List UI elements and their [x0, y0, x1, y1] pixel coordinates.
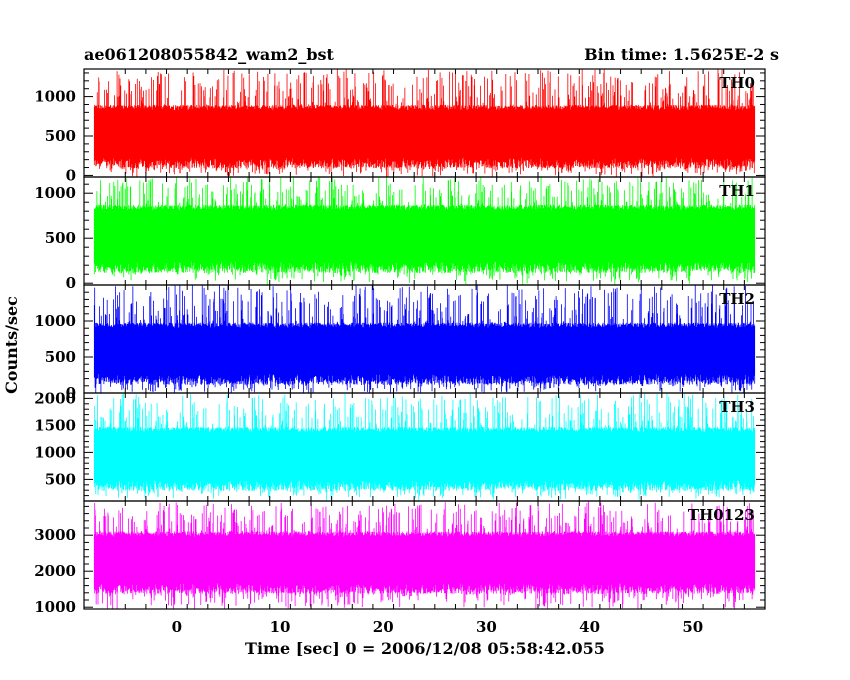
- y-tick-label: 1000: [34, 312, 76, 330]
- panel-label-th1: TH1: [719, 182, 755, 200]
- panel-label-th0: TH0: [719, 74, 755, 92]
- y-tick-label: 500: [45, 229, 76, 247]
- x-tick-label: 50: [682, 618, 703, 636]
- y-tick-label: 2000: [34, 562, 76, 580]
- x-axis-title: Time [sec] 0 = 2006/12/08 05:58:42.055: [245, 639, 605, 658]
- y-tick-label: 1000: [34, 88, 76, 106]
- y-tick-label: 1000: [34, 184, 76, 202]
- y-tick-label: 500: [45, 348, 76, 366]
- series-trace-th3: [93, 393, 756, 501]
- series-trace-th1: [93, 177, 756, 285]
- y-tick-label: 500: [45, 470, 76, 488]
- y-tick-label: 500: [45, 127, 76, 145]
- y-tick-label: 1500: [34, 416, 76, 434]
- series-trace-th2: [93, 285, 756, 393]
- y-tick-label: 3000: [34, 526, 76, 544]
- y-tick-label: 2000: [34, 389, 76, 407]
- series-trace-th0: [93, 69, 756, 177]
- x-tick-label: 10: [270, 618, 291, 636]
- y-axis-title: Counts/sec: [2, 296, 21, 394]
- x-tick-label: 0: [172, 618, 182, 636]
- panel-label-th3: TH3: [719, 398, 755, 416]
- series-trace-th0123: [93, 501, 756, 609]
- x-tick-label: 20: [373, 618, 394, 636]
- chart-title-left: ae061208055842_wam2_bst: [84, 45, 335, 64]
- panel-label-th0123: TH0123: [688, 506, 755, 524]
- y-tick-label: 0: [66, 274, 76, 292]
- y-tick-label: 1000: [34, 598, 76, 616]
- x-tick-label: 40: [579, 618, 600, 636]
- x-tick-label: 30: [476, 618, 497, 636]
- y-tick-label: 1000: [34, 443, 76, 461]
- y-tick-label: 0: [66, 166, 76, 184]
- panel-label-th2: TH2: [719, 290, 755, 308]
- panel-frame-th0123: [83, 500, 766, 610]
- y-tick-label: 0: [66, 384, 76, 402]
- chart-title-right: Bin time: 1.5625E-2 s: [584, 45, 779, 64]
